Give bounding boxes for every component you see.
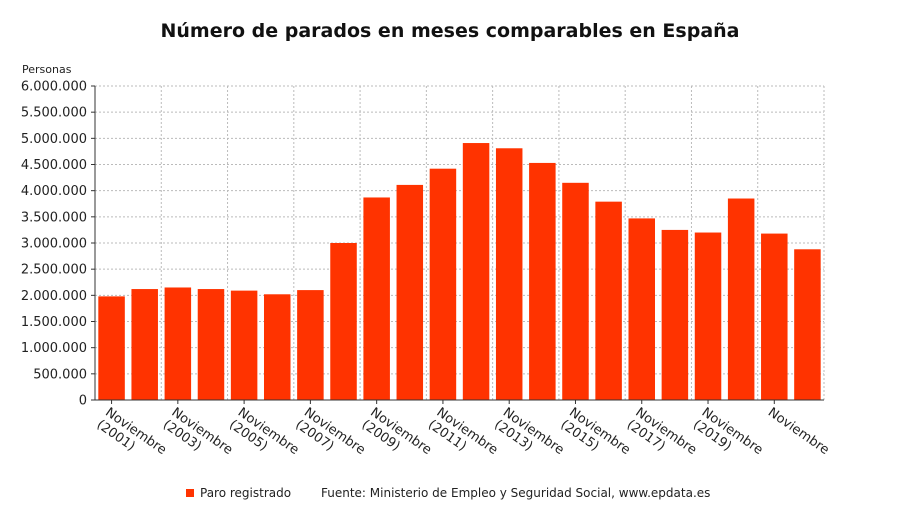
- y-tick-label: 3.000.000: [21, 237, 87, 252]
- bar[interactable]: [761, 233, 788, 400]
- bar[interactable]: [562, 182, 589, 400]
- bar[interactable]: [396, 184, 424, 400]
- y-tick-label: 4.500.000: [21, 158, 87, 173]
- x-tick-label: Noviembre(2019): [690, 405, 765, 470]
- bar[interactable]: [495, 148, 523, 400]
- bar[interactable]: [330, 243, 357, 400]
- legend[interactable]: Paro registrado: [186, 486, 291, 500]
- x-tick-label: Noviembre(2017): [624, 405, 699, 470]
- bar[interactable]: [197, 289, 225, 400]
- x-tick-label-line: Noviembre: [765, 405, 832, 458]
- x-tick-label: Noviembre(2003): [160, 405, 235, 470]
- y-axis-unit-label: Personas: [22, 63, 72, 76]
- bar[interactable]: [98, 296, 125, 400]
- bar[interactable]: [363, 197, 390, 400]
- x-tick-label: Noviembre(2015): [558, 405, 633, 470]
- bar[interactable]: [429, 168, 457, 400]
- legend-label: Paro registrado: [200, 486, 292, 500]
- source-note: Fuente: Ministerio de Empleo y Seguridad…: [321, 486, 711, 500]
- x-tick-label: Noviembre(2007): [292, 405, 367, 470]
- bar[interactable]: [131, 289, 158, 400]
- bar[interactable]: [794, 249, 821, 400]
- bar[interactable]: [230, 290, 258, 400]
- bar[interactable]: [297, 290, 324, 400]
- bar[interactable]: [263, 294, 291, 400]
- bar[interactable]: [164, 287, 192, 400]
- y-tick-label: 5.500.000: [21, 106, 87, 121]
- x-tick-label: Noviembre(2001): [94, 405, 169, 470]
- y-tick-label: 0: [79, 394, 87, 409]
- x-tick-label: Noviembre(2005): [226, 405, 301, 470]
- y-tick-label: 1.000.000: [21, 341, 87, 356]
- y-tick-label: 3.500.000: [21, 210, 87, 225]
- bar[interactable]: [628, 218, 656, 400]
- x-tick-label: Noviembre(2011): [425, 405, 500, 470]
- y-tick-label: 1.500.000: [21, 315, 87, 330]
- y-tick-label: 5.000.000: [21, 132, 87, 147]
- bar[interactable]: [462, 143, 490, 400]
- legend-swatch: [186, 489, 194, 497]
- bar[interactable]: [661, 229, 689, 400]
- bar[interactable]: [694, 232, 722, 400]
- chart-title: Número de parados en meses comparables e…: [160, 20, 740, 42]
- bar[interactable]: [595, 201, 622, 400]
- y-tick-label: 2.000.000: [21, 289, 87, 304]
- bar[interactable]: [529, 162, 556, 400]
- y-tick-label: 2.500.000: [21, 263, 87, 278]
- y-tick-label: 6.000.000: [21, 80, 87, 95]
- x-tick-label: Noviembre(2009): [359, 405, 434, 470]
- x-tick-label: Noviembre(2013): [491, 405, 566, 470]
- y-tick-label: 500.000: [33, 367, 87, 382]
- bar[interactable]: [727, 198, 755, 400]
- y-tick-label: 4.000.000: [21, 184, 87, 199]
- x-tick-label: Noviembre: [765, 405, 832, 458]
